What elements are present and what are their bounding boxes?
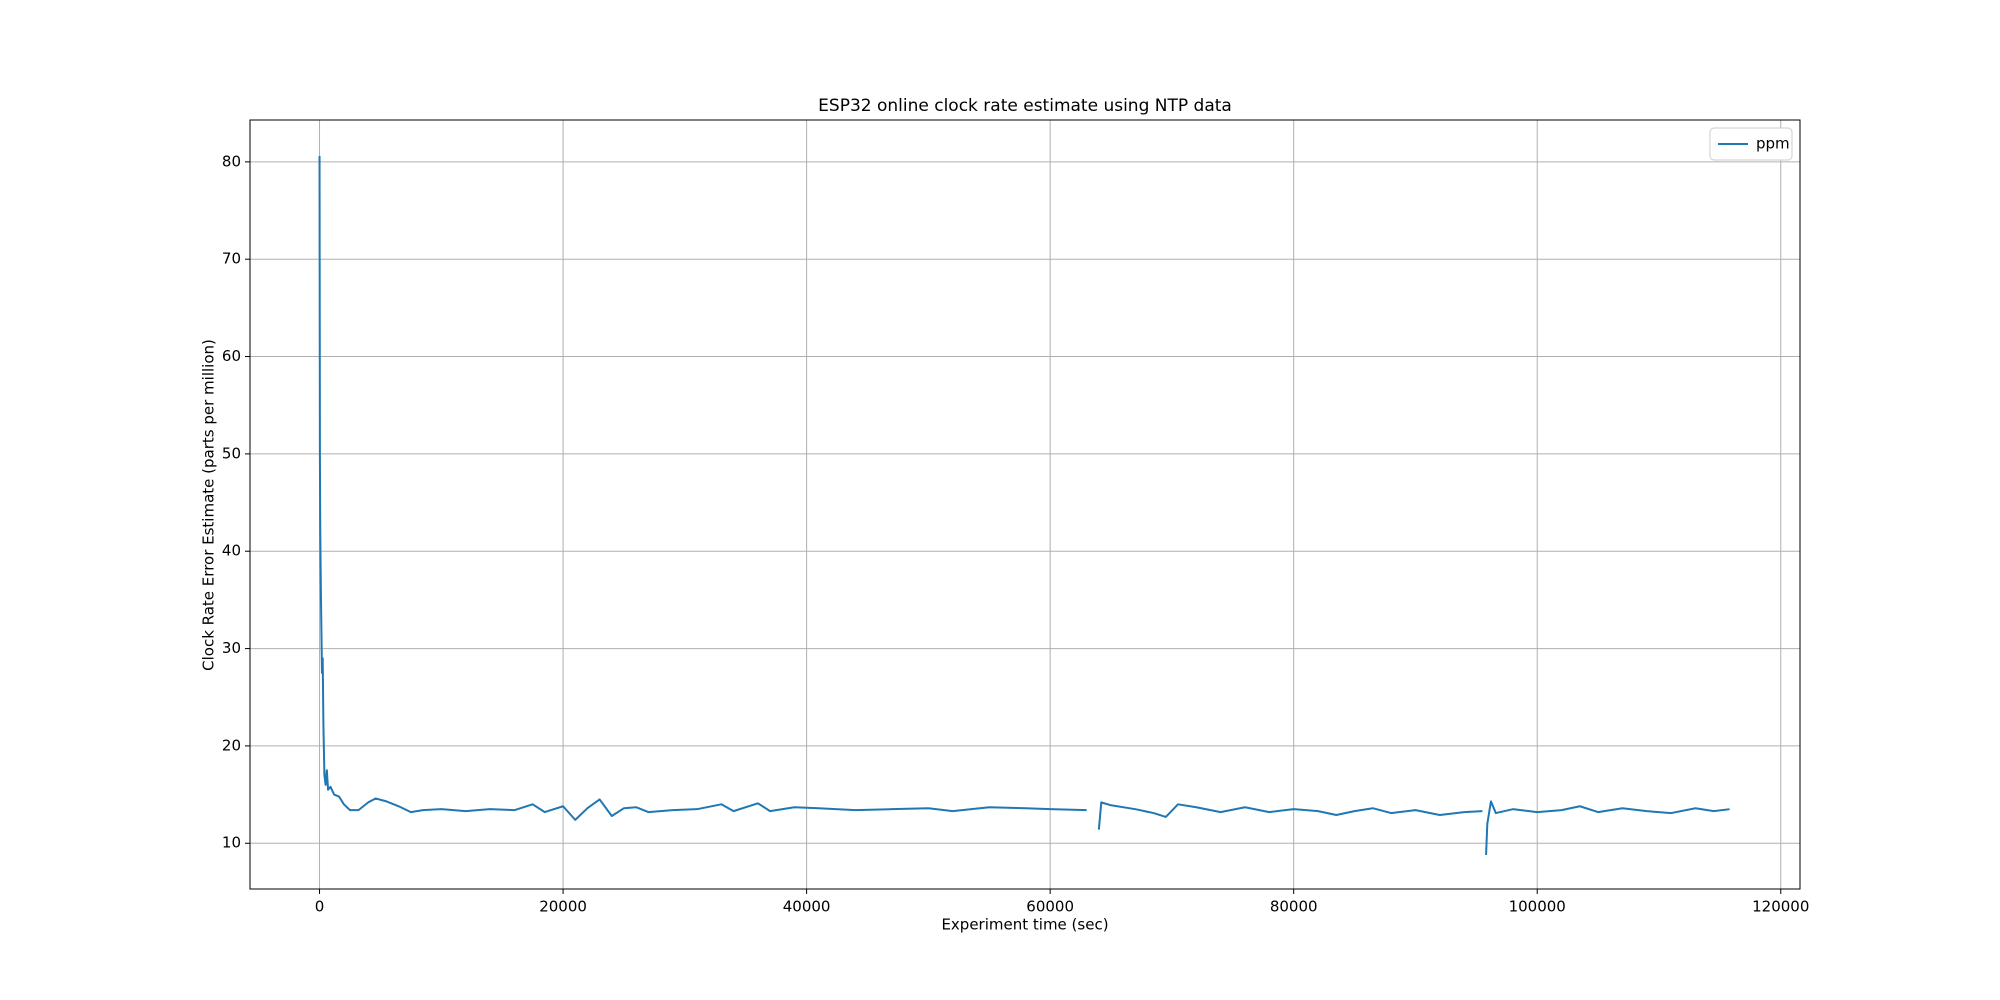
x-tick-label: 100000: [1509, 898, 1566, 916]
x-tick-label: 80000: [1270, 898, 1318, 916]
y-tick-label: 20: [222, 736, 241, 754]
x-tick-label: 120000: [1752, 898, 1809, 916]
y-tick-label: 50: [222, 444, 241, 462]
x-tick-label: 40000: [783, 898, 831, 916]
legend-label: ppm: [1756, 135, 1790, 153]
y-tick-label: 60: [222, 347, 241, 365]
x-tick-label: 20000: [539, 898, 587, 916]
x-axis-label: Experiment time (sec): [941, 916, 1108, 934]
y-tick-label: 40: [222, 542, 241, 560]
y-tick-label: 80: [222, 152, 241, 170]
legend-box: [1709, 127, 1793, 161]
y-axis-label: Clock Rate Error Estimate (parts per mil…: [200, 339, 218, 671]
chart-title: ESP32 online clock rate estimate using N…: [818, 96, 1232, 116]
data-line: [318, 156, 1730, 855]
y-tick-label: 10: [222, 834, 241, 852]
y-tick-label: 70: [222, 250, 241, 268]
x-tick-label: 0: [315, 898, 325, 916]
y-tick-label: 30: [222, 639, 241, 657]
plot-frame: [249, 119, 1801, 890]
x-tick-label: 60000: [1026, 898, 1074, 916]
